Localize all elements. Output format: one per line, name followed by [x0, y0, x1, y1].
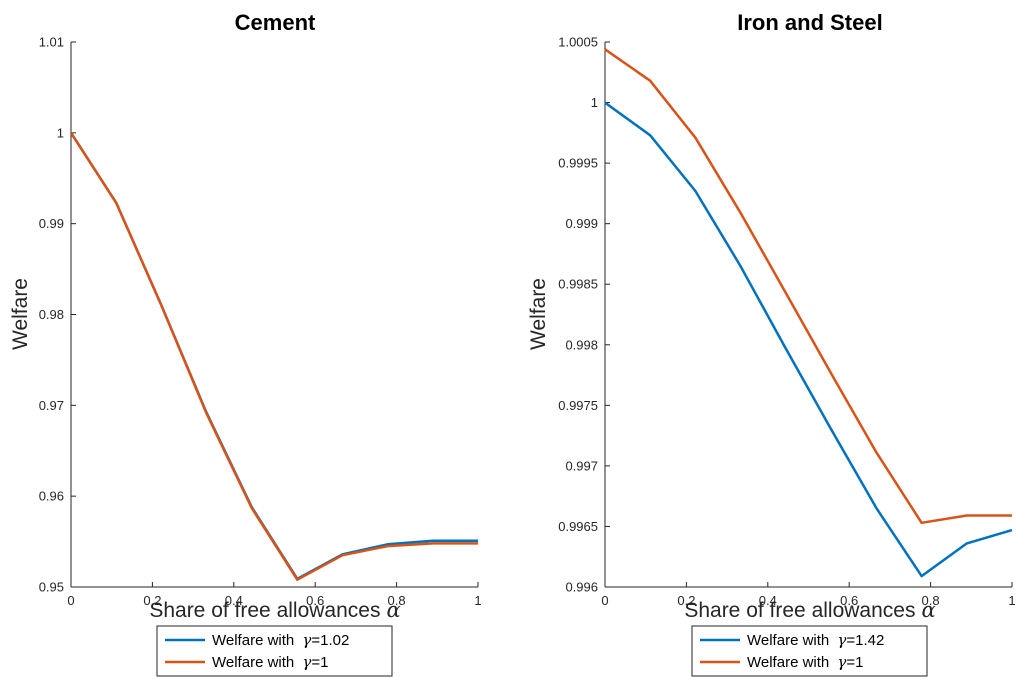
legend-suffix: =1	[311, 654, 328, 671]
legend-symbol: γ	[302, 631, 311, 649]
y-tick-label: 0.998	[565, 337, 598, 352]
y-tick-label: 0.98	[39, 307, 64, 322]
y-tick-label: 0.9985	[558, 277, 598, 292]
x-tick-label: 0.2	[143, 593, 161, 608]
x-tick-label: 0.8	[922, 593, 940, 608]
chart-iron-and-steel: Iron and Steel 0.9960.99650.9970.99750.9…	[527, 10, 1016, 677]
y-axis-label: Welfare	[527, 278, 550, 350]
y-tick-label: 0.996	[565, 580, 598, 595]
plot-lines	[69, 132, 478, 581]
x-tick-label: 0	[67, 593, 74, 608]
y-tick-label: 0.9995	[558, 156, 598, 171]
legend-label-series-1: Welfare with γ=1.02	[212, 631, 349, 649]
y-axis-ticks: 0.996 0.9965 0.997 0.9975 0.998 0.9985 0.999 0.…	[558, 35, 610, 595]
x-axis-label: Share of free allowances α	[149, 598, 400, 622]
y-axis-label: Welfare	[9, 278, 32, 350]
x-tick-label: 0	[601, 593, 608, 608]
x-axis-ticks: 0 0.2 0.4 0.6 0.8 1	[67, 582, 482, 608]
x-axis-label-symbol: α	[921, 598, 935, 622]
y-tick-label: 1.01	[39, 35, 64, 50]
series-line-2	[604, 48, 1012, 525]
legend-symbol: γ	[837, 631, 846, 649]
legend-suffix: =1	[846, 654, 863, 671]
legend-symbol: γ	[302, 653, 311, 671]
y-tick-label: 0.999	[565, 216, 598, 231]
legend-box	[156, 625, 393, 677]
y-tick-label: 0.97	[39, 398, 64, 413]
x-tick-label: 0.2	[677, 593, 695, 608]
plot-lines	[604, 48, 1013, 578]
series-line-2	[69, 132, 478, 581]
y-tick-label: 0.96	[39, 489, 64, 504]
x-tick-label: 0.4	[225, 593, 243, 608]
y-tick-label: 1.0005	[558, 35, 598, 50]
x-tick-label: 0.6	[306, 593, 324, 608]
legend-label-series-2: Welfare with γ=1	[747, 653, 864, 671]
legend-prefix: Welfare with	[747, 632, 833, 649]
y-tick-label: 1	[591, 95, 598, 110]
y-tick-label: 0.9975	[558, 398, 598, 413]
chart-title: Cement	[235, 10, 316, 35]
legend: Welfare with γ=1.42 Welfare with γ=1	[691, 625, 928, 677]
y-tick-label: 1	[57, 125, 64, 140]
x-tick-label: 0.8	[388, 593, 406, 608]
x-axis-label-text: Share of free allowances	[149, 599, 380, 622]
x-tick-label: 1	[1008, 593, 1015, 608]
legend-suffix: =1.02	[311, 632, 349, 649]
legend-suffix: =1.42	[846, 632, 884, 649]
y-tick-label: 0.95	[39, 580, 64, 595]
x-axis-label-symbol: α	[386, 598, 400, 622]
series-line-1	[604, 101, 1013, 578]
y-tick-label: 0.997	[565, 458, 598, 473]
y-tick-label: 0.99	[39, 216, 64, 231]
y-axis-ticks: 0.95 0.96 0.97 0.98 0.99 1 1.01	[39, 35, 76, 595]
legend: Welfare with γ=1.02 Welfare with γ=1	[156, 625, 393, 677]
legend-prefix: Welfare with	[212, 654, 298, 671]
legend-prefix: Welfare with	[747, 654, 833, 671]
y-tick-label: 0.9965	[558, 519, 598, 534]
x-axis-label-text: Share of free allowances	[684, 599, 915, 622]
x-axis-label: Share of free allowances α	[684, 598, 935, 622]
legend-box	[691, 625, 928, 677]
legend-prefix: Welfare with	[212, 632, 298, 649]
x-tick-label: 0.4	[759, 593, 777, 608]
legend-label-series-2: Welfare with γ=1	[212, 653, 329, 671]
chart-cement: Cement 0.95 0.96 0.97 0.98 0.99 1 1.01 0 0.2 0.4…	[9, 10, 482, 677]
x-tick-label: 1	[474, 593, 481, 608]
x-tick-label: 0.6	[840, 593, 858, 608]
chart-title: Iron and Steel	[737, 10, 882, 35]
series-line-1	[69, 132, 478, 581]
legend-label-series-1: Welfare with γ=1.42	[747, 631, 884, 649]
legend-symbol: γ	[837, 653, 846, 671]
